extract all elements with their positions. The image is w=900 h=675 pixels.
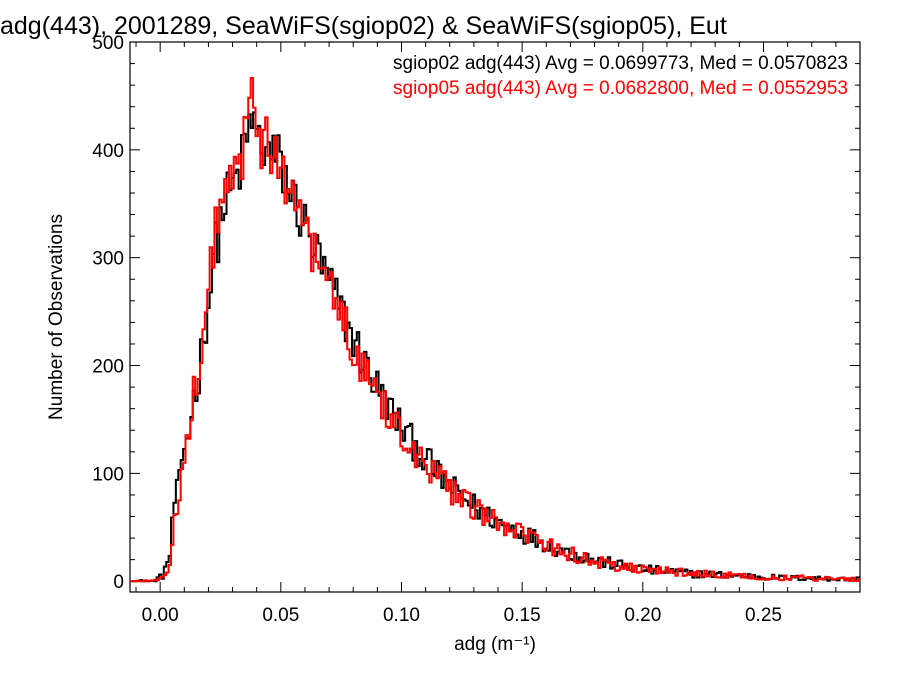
- x-axis-ticks: 0.00 0.05 0.10 0.15 0.20 0.25: [135, 42, 861, 626]
- y-tick-label: 300: [92, 249, 124, 270]
- x-tick-label: 0.25: [745, 605, 782, 626]
- x-tick-label: 0.00: [142, 605, 179, 626]
- legend-entry-sgiop05: sgiop05 adg(443) Avg = 0.0682800, Med = …: [393, 78, 848, 99]
- chart-title: adg(443), 2001289, SeaWiFS(sgiop02) & Se…: [0, 12, 727, 40]
- y-tick-label: 500: [92, 33, 124, 54]
- x-tick-label: 0.15: [504, 605, 541, 626]
- plot-frame: [129, 41, 861, 593]
- y-axis-ticks: 0 100 200 300 400 500: [92, 33, 860, 593]
- y-tick-label: 400: [92, 141, 124, 162]
- series-layer: [130, 77, 860, 583]
- y-tick-label: 100: [92, 464, 124, 485]
- legend-entry-sgiop02: sgiop02 adg(443) Avg = 0.0699773, Med = …: [393, 53, 848, 74]
- x-tick-label: 0.10: [383, 605, 420, 626]
- series-line-sgiop05: [130, 77, 860, 583]
- x-axis-label: adg (m⁻¹): [454, 634, 536, 655]
- x-tick-label: 0.20: [624, 605, 661, 626]
- y-tick-label: 200: [92, 357, 124, 378]
- series-line-sgiop02: [130, 111, 860, 583]
- y-axis-label: Number of Observations: [46, 214, 67, 420]
- y-tick-label: 0: [113, 572, 124, 593]
- x-tick-label: 0.05: [262, 605, 299, 626]
